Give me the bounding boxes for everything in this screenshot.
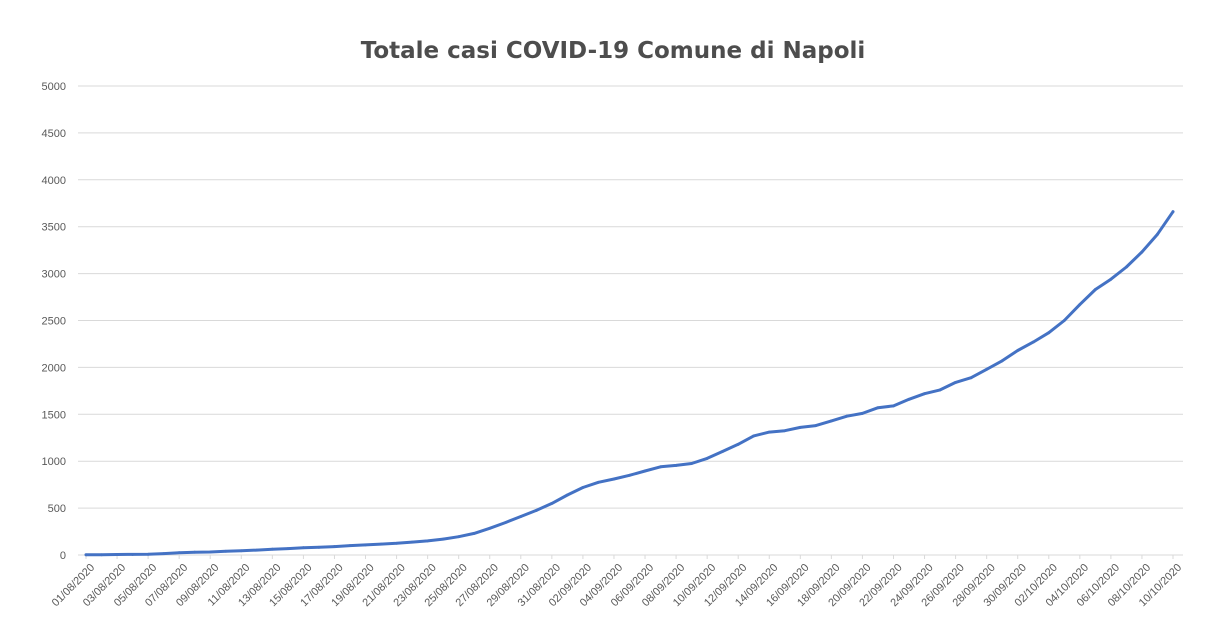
data-point (162, 552, 166, 555)
data-point (1140, 250, 1144, 254)
y-tick-label: 500 (48, 503, 66, 515)
data-point (581, 486, 585, 489)
y-tick-label: 3500 (42, 222, 66, 234)
data-point (364, 543, 367, 547)
data-point (115, 553, 119, 556)
data-point (270, 547, 274, 551)
data-point (721, 449, 725, 453)
data-point (1093, 288, 1097, 291)
data-point (503, 521, 507, 525)
data-point (612, 477, 616, 481)
data-point (1031, 340, 1035, 344)
data-point (1125, 265, 1128, 269)
data-point (985, 367, 989, 371)
data-point (472, 532, 476, 535)
data-point (814, 424, 818, 427)
chart-title: Totale casi COVID-19 Comune di Napoli (360, 38, 866, 64)
data-point (565, 493, 569, 497)
data-point (193, 550, 197, 554)
data-point (1078, 303, 1082, 306)
data-point (628, 473, 631, 477)
data-point (224, 549, 228, 553)
y-axis-ticks: 0 500 1000 1500 2000 2500 3000 3500 4000 4500 5000 (42, 81, 66, 562)
y-tick-label: 2500 (42, 316, 66, 328)
data-point (395, 541, 398, 545)
data-point (146, 552, 150, 556)
y-tick-label: 1500 (42, 409, 66, 421)
data-point (239, 549, 243, 553)
data-point (534, 509, 538, 512)
data-point (923, 392, 926, 396)
data-point (597, 480, 600, 484)
data-point (659, 465, 662, 469)
y-tick-label: 3000 (42, 269, 66, 281)
series-line (84, 210, 1175, 557)
data-point (907, 397, 911, 401)
data-point (861, 411, 864, 415)
data-point (302, 546, 305, 550)
data-point (84, 553, 88, 557)
data-point (550, 502, 554, 505)
data-point (938, 388, 942, 392)
y-tick-label: 4000 (42, 175, 66, 187)
data-point (1062, 319, 1066, 322)
data-point (348, 544, 352, 548)
data-point (255, 548, 259, 552)
data-point (208, 550, 212, 554)
data-point (829, 419, 833, 423)
series-layer (84, 210, 1175, 557)
gridlines (78, 85, 1183, 556)
data-point (379, 542, 383, 546)
data-point (1016, 349, 1020, 352)
data-point (643, 469, 647, 473)
data-point (1156, 232, 1159, 236)
data-point (876, 406, 880, 410)
y-tick-label: 1000 (42, 456, 66, 468)
data-point (177, 551, 181, 555)
data-point (892, 404, 895, 408)
y-tick-label: 4500 (42, 128, 66, 140)
data-point (798, 426, 802, 429)
data-point (410, 540, 414, 544)
data-point (1047, 331, 1051, 335)
y-tick-label: 0 (60, 550, 66, 562)
data-point (1109, 277, 1113, 281)
data-point (426, 539, 430, 543)
data-point (736, 442, 740, 446)
data-point (457, 535, 461, 539)
data-point (317, 545, 321, 549)
data-point (441, 537, 445, 541)
data-point (690, 462, 694, 465)
data-point (1171, 210, 1175, 214)
data-point (100, 553, 103, 557)
data-point (131, 553, 134, 556)
data-point (954, 381, 957, 384)
data-point (1000, 359, 1004, 363)
data-point (969, 376, 973, 380)
data-point (519, 515, 523, 518)
data-point (488, 526, 492, 530)
y-tick-label: 5000 (42, 81, 66, 93)
data-point (752, 434, 756, 438)
data-point (286, 547, 290, 551)
data-point (845, 414, 849, 418)
y-tick-label: 2000 (42, 362, 66, 374)
data-point (767, 430, 771, 434)
data-point (783, 429, 787, 433)
data-point (705, 456, 709, 460)
x-axis-ticks: 01/08/202003/08/202005/08/202007/08/2020… (50, 555, 1184, 609)
data-point (674, 464, 678, 467)
data-point (333, 545, 336, 548)
